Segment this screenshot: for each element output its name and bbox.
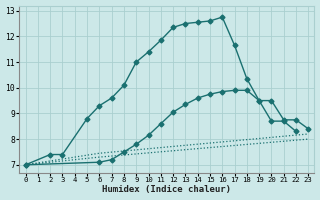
X-axis label: Humidex (Indice chaleur): Humidex (Indice chaleur) bbox=[102, 185, 231, 194]
